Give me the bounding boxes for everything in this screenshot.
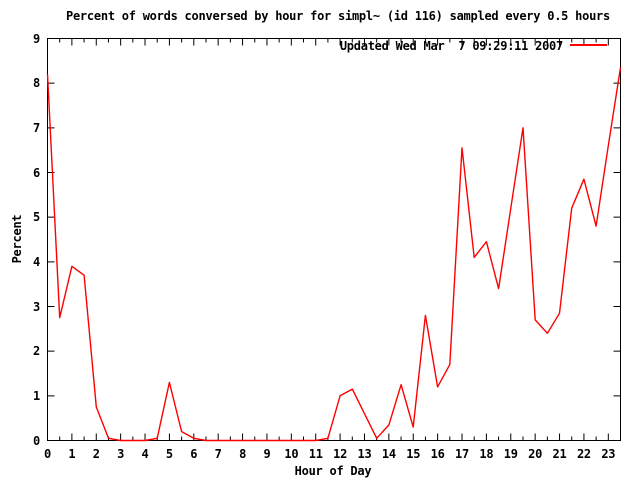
y-tick-label: 9 xyxy=(33,31,40,46)
axis-ticks xyxy=(47,38,621,441)
y-tick-label: 1 xyxy=(33,388,40,403)
data-line xyxy=(46,67,622,442)
x-tick-label: 20 xyxy=(528,447,543,461)
x-tick-label: 3 xyxy=(117,447,125,461)
chart-title: Percent of words conversed by hour for s… xyxy=(65,9,611,23)
x-tick-label: 2 xyxy=(92,447,100,461)
y-tick-label: 0 xyxy=(33,433,40,448)
y-tick-label: 2 xyxy=(33,344,40,359)
legend-label: Updated Wed Mar 7 09:29:11 2007 xyxy=(339,39,563,53)
x-tick-label: 19 xyxy=(503,447,518,461)
y-tick-label: 4 xyxy=(33,254,40,269)
y-tick-label: 8 xyxy=(33,76,40,91)
x-tick-label: 23 xyxy=(601,447,616,461)
x-tick-label: 14 xyxy=(381,447,396,461)
x-tick-label: 6 xyxy=(190,447,198,461)
y-tick-label: 6 xyxy=(33,165,40,180)
x-tick-label: 13 xyxy=(357,447,372,461)
x-tick-label: 1 xyxy=(68,447,76,461)
x-tick-label: 16 xyxy=(430,447,445,461)
y-tick-label: 5 xyxy=(33,210,40,225)
x-tick-label: 9 xyxy=(263,447,271,461)
y-tick-label: 7 xyxy=(33,120,40,135)
x-tick-label: 12 xyxy=(333,447,348,461)
plot-border xyxy=(47,38,621,441)
x-tick-label: 17 xyxy=(455,447,469,461)
x-axis-label: Hour of Day xyxy=(294,464,372,478)
x-tick-label: 22 xyxy=(576,447,591,461)
y-tick-label: 3 xyxy=(33,299,40,314)
x-tick-label: 11 xyxy=(308,447,323,461)
x-tick-label: 4 xyxy=(141,447,149,461)
x-tick-label: 15 xyxy=(406,447,421,461)
x-tick-label: 5 xyxy=(165,447,173,461)
x-tick-label: 0 xyxy=(44,447,51,461)
x-tick-label: 18 xyxy=(479,447,494,461)
x-tick-label: 8 xyxy=(239,447,247,461)
x-tick-label: 7 xyxy=(214,447,222,461)
x-tick-label: 21 xyxy=(552,447,567,461)
x-tick-label: 10 xyxy=(284,447,299,461)
